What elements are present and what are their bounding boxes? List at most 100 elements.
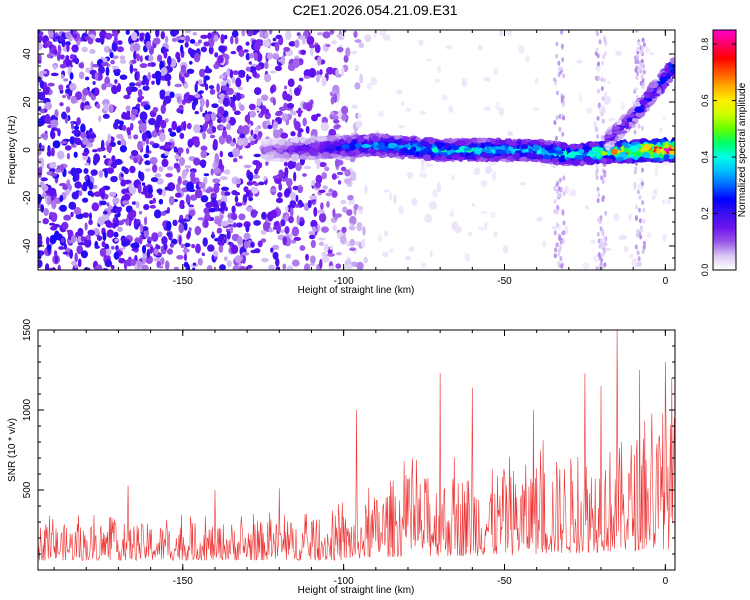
spectrogram-noise-blob: [182, 169, 188, 176]
spectrogram-noise-blob: [429, 201, 437, 210]
spectrogram-noise-blob: [139, 63, 148, 68]
spectrogram-noise-blob: [345, 47, 351, 57]
spectrogram-streak-blob: [604, 51, 607, 57]
spectrogram-noise-blob: [89, 212, 92, 221]
spectrogram-noise-blob: [651, 195, 657, 200]
spectrogram-streak-blob: [597, 102, 601, 108]
spectrogram-streak-blob: [555, 222, 559, 228]
spectrogram-noise-blob: [82, 88, 89, 96]
spectrogram-noise-blob: [175, 192, 182, 198]
spectrogram-streak-blob: [599, 215, 603, 221]
spectrogram-noise-blob: [220, 201, 227, 211]
spectrogram-noise-blob: [164, 73, 172, 82]
spectrogram-noise-blob: [109, 191, 117, 197]
spectrogram-noise-blob: [618, 234, 627, 241]
spectrogram-noise-blob: [129, 186, 137, 195]
spectrogram-noise-blob: [272, 98, 276, 106]
spectrogram-streak-blob: [562, 175, 566, 181]
spectrogram-noise-blob: [56, 165, 61, 170]
spectrogram-noise-blob: [197, 217, 205, 221]
spectrogram-noise-blob: [237, 236, 243, 245]
spectrogram-noise-blob: [341, 66, 345, 76]
spectrogram-noise-blob: [91, 202, 100, 212]
spectrogram-noise-blob: [84, 36, 91, 41]
spectrogram-noise-blob: [199, 97, 205, 107]
spectrogram-noise-blob: [478, 44, 483, 51]
spectrogram-noise-blob: [245, 206, 254, 212]
spectrogram-noise-blob: [288, 216, 294, 224]
spectrogram-streak-blob: [561, 57, 565, 63]
spectrogram-noise-blob: [649, 51, 655, 56]
spectrogram-noise-blob: [60, 238, 65, 243]
spectrogram-noise-blob: [132, 43, 141, 52]
spectrogram-streak-blob: [553, 199, 557, 204]
spectrogram-noise-blob: [102, 113, 110, 119]
spectrogram-noise-blob: [275, 111, 283, 117]
spectrogram-noise-blob: [226, 260, 232, 268]
spectrogram-noise-blob: [471, 202, 475, 207]
spectrogram-noise-blob: [83, 105, 92, 110]
spectrogram-noise-blob: [631, 258, 639, 268]
spectrogram-noise-blob: [124, 179, 132, 184]
spectrogram-streak-blob: [638, 195, 642, 200]
spectrogram-noise-blob: [95, 264, 103, 270]
spectrogram-noise-blob: [65, 106, 71, 113]
spectrogram-noise-blob: [62, 251, 69, 255]
spectrogram-noise-blob: [203, 41, 210, 47]
spectrogram-streak-blob: [636, 189, 640, 195]
spectrogram-noise-blob: [117, 226, 123, 232]
spectrogram-noise-blob: [258, 162, 263, 169]
spectrogram-noise-blob: [344, 263, 353, 270]
spectrogram-noise-blob: [315, 174, 323, 184]
spectrogram-noise-blob: [144, 243, 153, 248]
spectrogram-noise-blob: [165, 173, 173, 178]
spectrogram-noise-blob: [311, 179, 316, 187]
spectrogram-noise-blob: [210, 234, 216, 239]
spectrogram-noise-blob: [161, 236, 168, 245]
spectrogram-noise-blob: [230, 244, 239, 254]
spectrogram-noise-blob: [294, 204, 300, 208]
spectrogram-noise-blob: [62, 95, 66, 98]
spectrogram-noise-blob: [483, 77, 491, 82]
spectrogram-noise-blob: [235, 202, 243, 207]
spectrogram-noise-blob: [234, 36, 239, 45]
spectrogram-noise-blob: [303, 165, 312, 170]
spectrogram-noise-blob: [542, 239, 547, 248]
spectrogram-noise-blob: [319, 69, 323, 76]
spectrogram-noise-blob: [200, 46, 207, 53]
spectrogram-noise-blob: [275, 266, 280, 270]
spectrogram-noise-blob: [137, 183, 142, 194]
spectrogram-noise-blob: [189, 60, 193, 65]
spectrogram-noise-blob: [253, 248, 261, 254]
spectrogram-noise-blob: [383, 189, 390, 193]
spectrogram-noise-blob: [195, 243, 201, 254]
spectrogram-noise-blob: [335, 158, 340, 168]
spectrogram-noise-blob: [120, 173, 124, 177]
spectrogram-noise-blob: [284, 226, 290, 234]
spectrogram-noise-blob: [231, 205, 236, 214]
spectrogram-noise-blob: [388, 248, 394, 254]
spectrogram-noise-blob: [232, 222, 237, 228]
spectrogram-noise-blob: [331, 90, 339, 95]
spectrogram-streak-blob: [553, 230, 557, 236]
spectrogram-noise-blob: [216, 118, 222, 124]
spectrogram-noise-blob: [268, 264, 275, 270]
spectrogram-noise-blob: [204, 114, 211, 122]
spectrogram-noise-blob: [243, 186, 249, 193]
spectrogram-streak-blob: [553, 186, 556, 192]
spectrogram-noise-blob: [100, 139, 105, 150]
spectrogram-noise-blob: [343, 54, 349, 63]
spectrogram-noise-blob: [59, 204, 67, 212]
spectrogram-noise-blob: [44, 101, 52, 110]
spectrogram-noise-blob: [214, 52, 219, 58]
spectrogram-noise-blob: [106, 144, 112, 153]
spectrogram-noise-blob: [87, 229, 96, 236]
spectrogram-noise-blob: [321, 116, 328, 125]
spectrogram-noise-blob: [263, 175, 267, 181]
spectrogram-noise-blob: [265, 160, 269, 166]
spectrogram-noise-blob: [273, 120, 278, 129]
spectrogram-noise-blob: [120, 137, 125, 146]
spectrogram-noise-blob: [309, 46, 314, 57]
spectrogram-noise-blob: [111, 41, 118, 52]
spectrogram-noise-blob: [420, 166, 426, 172]
